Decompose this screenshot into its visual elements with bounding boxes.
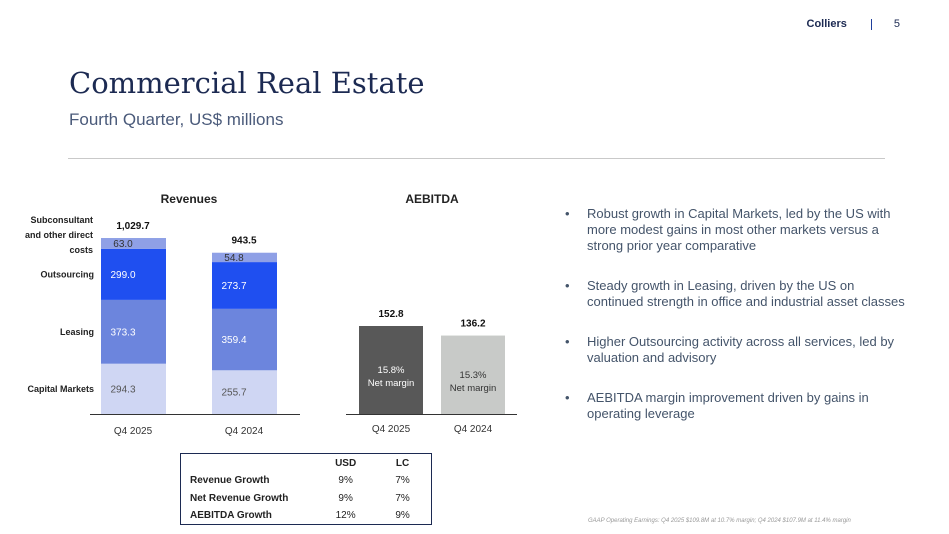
revenue-bar-segment	[212, 308, 277, 371]
growth-cell-lc: 7%	[395, 492, 410, 504]
legend-label: Outsourcing	[41, 269, 95, 279]
growth-cell-lc: 7%	[395, 475, 410, 487]
aebitda-chart-title: AEBITDA	[405, 192, 459, 206]
title-divider	[68, 158, 885, 159]
revenue-bar-segment	[101, 299, 166, 364]
footnote: GAAP Operating Earnings: Q4 2025 $109.8M…	[588, 518, 851, 524]
growth-cell-usd: 9%	[338, 492, 353, 504]
page-header: Colliers 5	[807, 18, 900, 30]
legend-label-line: and other direct	[25, 230, 93, 240]
revenues-chart-title: Revenues	[161, 192, 218, 206]
row-label: Revenue Growth	[190, 475, 270, 487]
aebitda-value-label: 152.8	[378, 309, 403, 320]
revenue-bar-segment	[101, 248, 166, 300]
segment-value-label: 255.7	[221, 388, 246, 399]
row-label: AEBITDA Growth	[190, 509, 272, 521]
legend-label-line: Subconsultant	[31, 215, 94, 225]
segment-value-label: 63.0	[113, 239, 133, 250]
x-axis-tick-label: Q4 2024	[225, 426, 264, 437]
bullet-item: Robust growth in Capital Markets, led by…	[565, 206, 905, 254]
header-divider	[870, 18, 872, 30]
page-title: Commercial Real Estate	[69, 66, 425, 100]
net-margin-value: 15.8%	[378, 365, 405, 376]
table-row: Net Revenue Growth 9% 7%	[181, 489, 432, 506]
table-row: AEBITDA Growth 12% 9%	[181, 507, 432, 525]
revenue-bar-segment	[212, 252, 277, 263]
x-axis-tick-label: Q4 2024	[454, 424, 493, 435]
row-label: Net Revenue Growth	[190, 492, 289, 504]
segment-value-label: 294.3	[110, 384, 135, 395]
net-margin-value: 15.3%	[460, 370, 487, 381]
revenue-bar-segment	[101, 238, 166, 249]
page-subtitle: Fourth Quarter, US$ millions	[69, 110, 284, 129]
segment-value-label: 299.0	[110, 270, 135, 281]
growth-cell-usd: 12%	[335, 509, 356, 521]
net-margin-label: Net margin	[450, 383, 496, 394]
revenue-total-label: 1,029.7	[116, 221, 150, 232]
revenue-total-label: 943.5	[231, 236, 256, 247]
bullet-item: Steady growth in Leasing, driven by the …	[565, 278, 905, 310]
segment-value-label: 273.7	[221, 281, 246, 292]
table-row: Revenue Growth 9% 7%	[181, 472, 432, 489]
commentary-bullets: Robust growth in Capital Markets, led by…	[565, 206, 905, 422]
revenue-bar-segment	[212, 262, 277, 309]
x-axis-tick-label: Q4 2025	[372, 424, 411, 435]
legend-label-subconsultant: Subconsultant and other direct costs	[25, 215, 93, 255]
table-header: LC	[395, 457, 410, 469]
growth-cell-usd: 9%	[338, 475, 353, 487]
bullet-item: AEBITDA margin improvement driven by gai…	[565, 390, 905, 422]
net-margin-label: Net margin	[368, 378, 414, 389]
bullet-item: Higher Outsourcing activity across all s…	[565, 334, 905, 366]
legend-label-line: costs	[69, 245, 93, 255]
revenue-bar-segment	[101, 363, 166, 414]
revenue-bar-segment	[212, 370, 277, 414]
page-number: 5	[893, 18, 900, 30]
segment-value-label: 54.8	[224, 253, 244, 264]
growth-cell-lc: 9%	[395, 509, 410, 521]
legend-label: Capital Markets	[27, 384, 94, 394]
brand-name: Colliers	[806, 18, 847, 30]
segment-value-label: 359.4	[221, 335, 246, 346]
x-axis-tick-label: Q4 2025	[114, 426, 153, 437]
table-header-blank	[181, 454, 318, 473]
growth-table: USD LC Revenue Growth 9% 7% Net Revenue Growt…	[180, 453, 432, 525]
segment-value-label: 373.3	[110, 327, 135, 338]
aebitda-bar	[359, 326, 423, 414]
aebitda-bar	[441, 335, 505, 414]
legend-label: Leasing	[60, 327, 94, 337]
table-header: USD	[335, 457, 357, 469]
aebitda-value-label: 136.2	[460, 319, 485, 330]
